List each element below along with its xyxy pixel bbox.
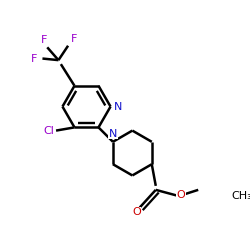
Text: Cl: Cl <box>44 126 54 136</box>
Text: N: N <box>109 129 117 139</box>
Text: CH₃: CH₃ <box>231 191 250 201</box>
Text: O: O <box>176 190 185 200</box>
Text: O: O <box>132 207 141 217</box>
Text: N: N <box>114 102 122 112</box>
Text: F: F <box>70 34 77 43</box>
Text: F: F <box>31 54 38 64</box>
Text: F: F <box>41 35 47 45</box>
